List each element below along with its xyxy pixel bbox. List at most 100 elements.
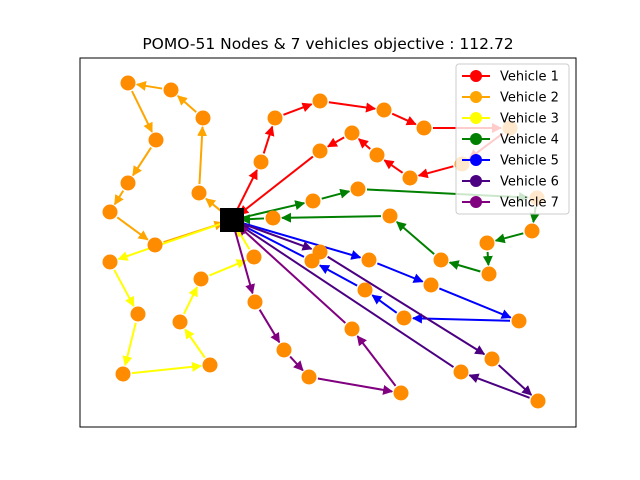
route-segment <box>411 313 511 324</box>
route-segment <box>233 228 255 295</box>
customer-node <box>130 306 146 322</box>
customer-node <box>163 82 179 98</box>
customer-node <box>147 237 163 253</box>
customer-node <box>195 110 211 126</box>
customer-node <box>193 271 209 287</box>
route-segment <box>468 373 530 399</box>
customer-node <box>312 244 328 260</box>
customer-node <box>246 249 262 265</box>
chart-title: POMO-51 Nodes & 7 vehicles objective : 1… <box>142 35 513 53</box>
route-segment <box>258 309 281 344</box>
customer-node <box>484 351 500 367</box>
customer-node <box>115 366 131 382</box>
customer-node <box>267 110 283 126</box>
legend-label: Vehicle 1 <box>500 70 559 85</box>
route-segment <box>239 223 305 258</box>
customer-node <box>172 314 188 330</box>
customer-node <box>253 154 269 170</box>
route-segment <box>289 355 304 372</box>
route-segment <box>237 225 347 324</box>
route-segment <box>327 255 486 356</box>
legend-label: Vehicle 3 <box>500 112 559 127</box>
route-segment <box>448 260 481 273</box>
customer-node <box>344 125 360 141</box>
customer-node <box>312 93 328 109</box>
axes-frame <box>79 57 577 428</box>
customer-node <box>312 143 328 159</box>
customer-node <box>530 393 546 409</box>
route-segment <box>376 262 424 283</box>
route-segment <box>184 328 206 359</box>
customer-node <box>376 102 392 118</box>
customer-node <box>453 364 469 380</box>
route-segment <box>117 221 224 261</box>
route-segment <box>391 112 417 126</box>
legend-label: Vehicle 4 <box>500 133 559 148</box>
legend-marker <box>470 91 482 103</box>
customer-node <box>265 210 281 226</box>
customer-node <box>148 132 164 148</box>
route-segment <box>113 190 125 206</box>
legend-label: Vehicle 6 <box>500 175 559 190</box>
route-segment <box>328 101 377 113</box>
legend-marker <box>470 196 482 208</box>
legend: Vehicle 1 Vehicle 2 Vehicle 3 Vehicle 4 Vehi… <box>455 63 570 215</box>
customer-node <box>393 385 409 401</box>
route-segment <box>494 232 524 244</box>
legend-marker <box>470 154 482 166</box>
route-segment <box>238 224 455 368</box>
route-segment <box>240 200 306 219</box>
customer-node <box>120 75 136 91</box>
customer-node <box>276 342 292 358</box>
route-segment <box>197 125 208 185</box>
customer-node <box>350 181 366 197</box>
route-segment <box>238 155 314 216</box>
route-segment <box>131 361 203 375</box>
route-segment <box>240 221 362 260</box>
route-segment <box>497 364 533 396</box>
route-segment <box>132 146 152 177</box>
route-segment <box>240 222 313 251</box>
customer-node <box>423 277 439 293</box>
nodes-layer <box>102 75 546 409</box>
customer-node <box>102 204 118 220</box>
route-segment <box>135 80 163 91</box>
route-segment <box>482 251 493 267</box>
legend-frame <box>455 63 570 215</box>
route-segment <box>131 90 153 133</box>
legend-marker <box>470 70 482 82</box>
route-segment <box>183 286 198 315</box>
customer-node <box>402 170 418 186</box>
route-segment <box>438 287 512 319</box>
legend-label: Vehicle 7 <box>500 196 559 211</box>
customer-node <box>524 223 540 239</box>
route-segment <box>283 102 313 116</box>
customer-node <box>369 147 385 163</box>
legend-marker <box>470 112 482 124</box>
route-segment <box>356 335 397 387</box>
customer-node <box>301 369 317 385</box>
route-segment <box>239 214 265 225</box>
customer-node <box>357 282 373 298</box>
legend-marker <box>470 175 482 187</box>
route-segment <box>113 269 135 307</box>
route-segment <box>177 95 197 113</box>
customer-node <box>191 185 207 201</box>
customer-node <box>382 208 398 224</box>
customer-node <box>416 120 432 136</box>
customer-node <box>511 313 527 329</box>
customer-node <box>247 294 263 310</box>
route-segment <box>371 294 398 314</box>
route-segment <box>317 377 394 395</box>
route-segment <box>319 264 358 287</box>
customer-node <box>305 193 321 209</box>
depot-marker <box>220 208 244 232</box>
legend-marker <box>470 133 482 145</box>
legend-label: Vehicle 5 <box>500 154 559 169</box>
customer-node <box>396 310 412 326</box>
route-segment <box>396 221 435 255</box>
route-segment <box>116 216 149 241</box>
route-segment <box>417 165 454 179</box>
route-segment <box>326 136 345 148</box>
